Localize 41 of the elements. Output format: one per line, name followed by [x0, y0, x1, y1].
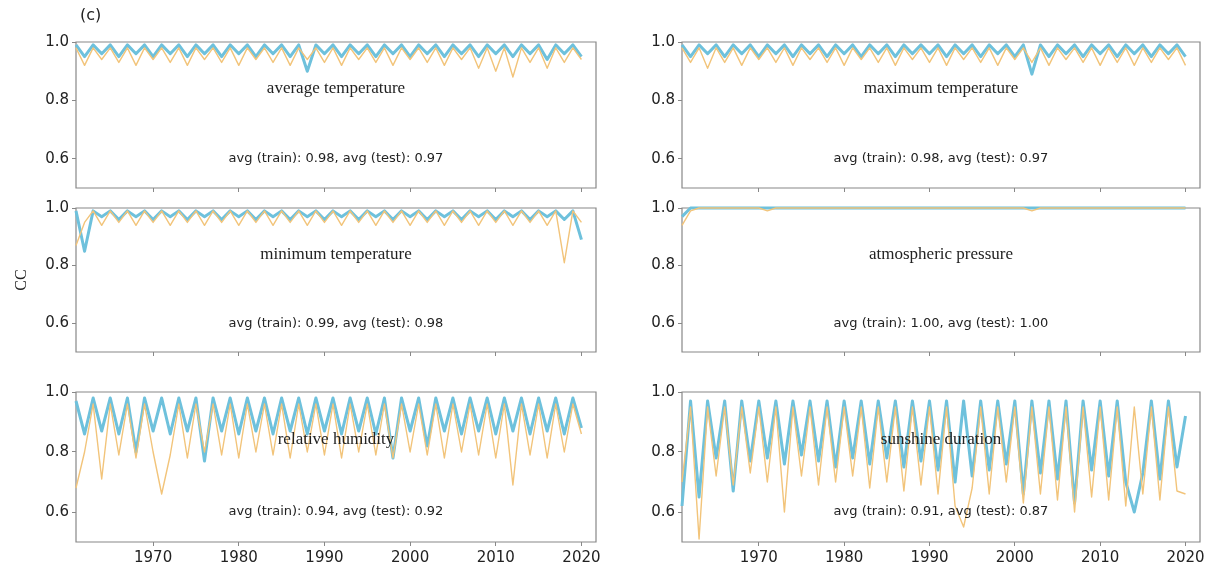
annotation: avg (train): 1.00, avg (test): 1.00: [833, 314, 1049, 330]
x-tick-label: 1980: [825, 547, 864, 566]
text: atmospheric pressure: [869, 243, 1013, 263]
x-tick-label: 2010: [476, 547, 515, 566]
x-tick-label: 2020: [1166, 547, 1205, 566]
y-tick-label: 0.6: [651, 313, 675, 332]
y-tick-label: 0.6: [45, 501, 69, 520]
x-tick-label: 1990: [910, 547, 949, 566]
x-tick-label: 1990: [305, 547, 344, 566]
y-tick-label: 0.8: [651, 255, 675, 274]
y-tick-label: 1.0: [45, 31, 69, 50]
text: average temperature: [266, 78, 406, 98]
y-tick-label: 0.6: [651, 501, 675, 520]
y-tick-label: 0.8: [45, 90, 69, 109]
annotation: avg (train): 0.98, avg (test): 0.97: [228, 150, 444, 166]
text: maximum temperature: [863, 78, 1019, 98]
text: (c): [80, 5, 102, 25]
annotation: avg (train): 0.94, avg (test): 0.92: [228, 503, 444, 519]
x-tick-label: 1970: [134, 547, 173, 566]
x-tick-label: 2000: [391, 547, 430, 566]
y-tick-label: 0.6: [45, 148, 69, 167]
annotation: avg (train): 0.98, avg (test): 0.97: [833, 150, 1049, 166]
y-tick-label: 1.0: [651, 197, 675, 216]
y-tick-label: 1.0: [651, 31, 675, 50]
y-tick-label: 1.0: [45, 197, 69, 216]
y-tick-label: 0.8: [651, 441, 675, 460]
x-tick-label: 1970: [739, 547, 778, 566]
y-tick-label: 1.0: [651, 381, 675, 400]
y-tick-label: 0.6: [45, 313, 69, 332]
annotation: avg (train): 0.99, avg (test): 0.98: [228, 314, 444, 330]
x-tick-label: 2020: [562, 547, 601, 566]
y-tick-label: 1.0: [45, 381, 69, 400]
y-tick-label: 0.6: [651, 148, 675, 167]
x-tick-label: 2000: [995, 547, 1034, 566]
y-tick-label: 0.8: [45, 441, 69, 460]
x-tick-label: 2010: [1081, 547, 1120, 566]
y-tick-label: 0.8: [45, 255, 69, 274]
x-tick-label: 1980: [219, 547, 258, 566]
y-axis-title: CC: [12, 269, 30, 291]
text: minimum temperature: [260, 243, 412, 263]
y-tick-label: 0.8: [651, 90, 675, 109]
